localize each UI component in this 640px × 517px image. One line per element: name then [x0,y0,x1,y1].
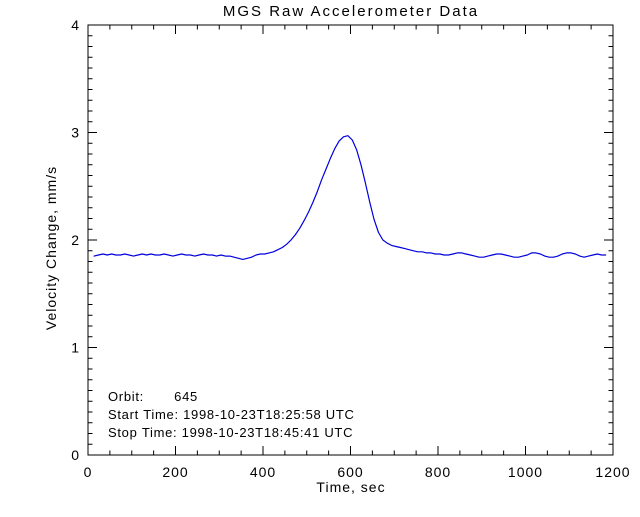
annotation-line: Start Time: 1998-10-23T18:25:58 UTC [108,407,355,422]
data-line [93,135,607,260]
axis-ticks [87,24,614,456]
x-tick-label: 400 [250,464,276,480]
annotation-line: Stop Time: 1998-10-23T18:45:41 UTC [108,425,353,440]
y-axis-label: Velocity Change, mm/s [43,166,59,330]
y-tick-label: 3 [71,125,80,141]
x-tick-label: 1200 [595,464,630,480]
x-axis-label: Time, sec [316,479,385,495]
y-tick-label: 2 [71,232,80,248]
y-tick-label: 0 [71,447,80,463]
x-tick-label: 200 [162,464,188,480]
y-tick-label: 1 [71,340,80,356]
plot-border [87,24,614,456]
x-tick-label: 0 [84,464,93,480]
x-tick-labels: 0 200 400 600 800 1000 1200 [84,464,630,480]
x-tick-label: 800 [425,464,451,480]
annotation-block: Orbit: 645 Start Time: 1998-10-23T18:25:5… [108,389,355,440]
y-tick-label: 4 [71,17,80,33]
x-tick-label: 1000 [508,464,543,480]
chart-title: MGS Raw Accelerometer Data [223,3,479,20]
annotation-line: Orbit: 645 [108,389,198,404]
y-tick-labels: 0 1 2 3 4 [71,17,80,463]
x-tick-label: 600 [337,464,363,480]
